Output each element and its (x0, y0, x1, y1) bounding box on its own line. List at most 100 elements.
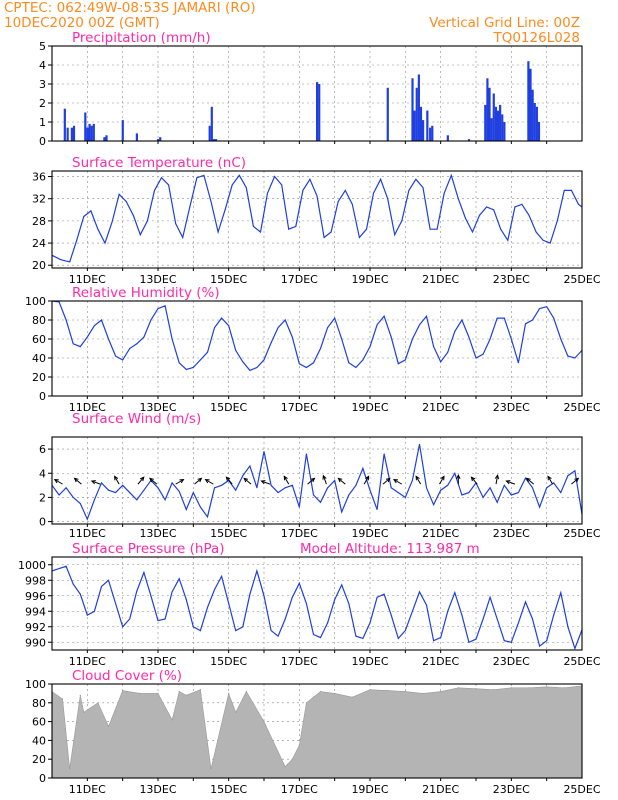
wind-arrow-head (243, 477, 249, 483)
header-model: TQ0126L028 (492, 30, 580, 46)
cloud-ytick-label: 20 (32, 753, 46, 766)
wind-arrow-head (204, 479, 210, 484)
temp-point (535, 231, 537, 233)
temp-point (570, 189, 572, 191)
precip-bar (105, 135, 108, 141)
temp-point (415, 178, 417, 180)
wind-point (242, 475, 244, 477)
pres-point (532, 618, 534, 620)
wind-point (334, 480, 336, 481)
rh-xtick-label: 17DEC (281, 401, 318, 414)
temp-xtick-label: 25DEC (563, 273, 600, 286)
temp-point (288, 228, 290, 230)
temp-xtick-label: 13DEC (139, 273, 176, 286)
pres-ytick-label: 994 (25, 605, 46, 618)
wind-arrow-head (494, 474, 500, 480)
wind-point (115, 492, 117, 494)
panel-pres: Surface Pressure (hPa) Model Altitude: 11… (18, 541, 601, 668)
pres-ytick-label: 998 (25, 574, 46, 587)
rh-point (524, 323, 526, 325)
temp-point (316, 195, 318, 197)
wind-point (553, 482, 555, 484)
wind-point (206, 516, 208, 518)
temp-point (259, 231, 261, 233)
pres-point (426, 604, 428, 606)
wind-xtick-label: 15DEC (210, 527, 247, 540)
temp-point (309, 178, 311, 180)
rh-point (447, 351, 449, 353)
precip-bar (90, 125, 93, 141)
pres-point (475, 638, 477, 640)
rh-ytick-label: 0 (39, 390, 46, 403)
pres-point (65, 565, 67, 567)
wind-point (390, 487, 392, 489)
temp-ytick-label: 36 (32, 171, 46, 184)
rh-point (136, 343, 138, 345)
cloud-ytick-label: 40 (32, 734, 46, 747)
temp-point (563, 189, 565, 191)
rh-point (383, 315, 385, 317)
wind-point (503, 484, 505, 486)
rh-point (461, 319, 463, 321)
cloud-xtick-label: 23DEC (493, 783, 530, 796)
precip-bar (66, 127, 69, 141)
precip-ytick-label: 2 (39, 97, 46, 110)
rh-point (164, 305, 166, 307)
cloud-area (51, 685, 583, 779)
pres-point (143, 572, 145, 573)
rh-xtick-label: 19DEC (351, 401, 388, 414)
rh-point (475, 357, 477, 359)
pres-line (51, 565, 583, 651)
pres-point (256, 570, 258, 572)
pres-point (362, 637, 364, 639)
temp-point (577, 203, 579, 205)
wind-point (546, 487, 548, 489)
precip-bar (446, 135, 449, 141)
pres-point (433, 640, 435, 642)
precip-bar (503, 122, 506, 141)
pres-point (397, 637, 399, 639)
precip-bar (413, 110, 416, 141)
cloud-point (245, 690, 247, 693)
pres-point (440, 637, 442, 639)
rh-point (433, 346, 435, 348)
wind-arrow-head (525, 477, 531, 483)
wind-arrow-head (225, 476, 231, 482)
rh-point (199, 359, 201, 361)
temp-point (252, 225, 254, 227)
wind-point (539, 506, 541, 508)
wind-point (489, 487, 491, 489)
wind-arrow (74, 477, 82, 485)
wind-arrow-head (547, 475, 552, 481)
precip-bar (494, 106, 497, 141)
pres-point (228, 603, 230, 604)
panel-rh: Relative Humidity (%) 0 20 40 60 80 100 11DEC 13… (25, 285, 601, 414)
cloud-point (235, 711, 237, 713)
temp-point (83, 215, 85, 217)
rh-xtick-label: 23DEC (493, 401, 530, 414)
rh-point (72, 343, 74, 345)
rh-point (411, 338, 413, 340)
temp-point (104, 242, 106, 244)
rh-point (468, 336, 470, 338)
rh-point (404, 359, 406, 361)
precip-ytick-label: 3 (39, 78, 46, 91)
wind-point (496, 501, 498, 503)
wind-arrow-head (393, 479, 399, 484)
rh-point (235, 349, 237, 351)
temp-point (464, 217, 466, 219)
wind-point (447, 484, 449, 486)
panel-wind: Surface Wind (m/s) 0 2 4 6 11DEC 13DEC 15DEC 17D… (39, 411, 601, 540)
temp-point (210, 200, 212, 202)
precip-bar (159, 137, 162, 141)
precip-bar (70, 127, 73, 141)
wind-point (517, 492, 519, 494)
cloud-point (298, 744, 300, 746)
wind-point (86, 518, 88, 520)
pres-point (517, 622, 519, 624)
wind-point (249, 465, 251, 467)
temp-frame (51, 170, 583, 269)
precip-bar (422, 120, 425, 141)
wind-xtick-label: 13DEC (139, 527, 176, 540)
rh-point (355, 367, 357, 368)
